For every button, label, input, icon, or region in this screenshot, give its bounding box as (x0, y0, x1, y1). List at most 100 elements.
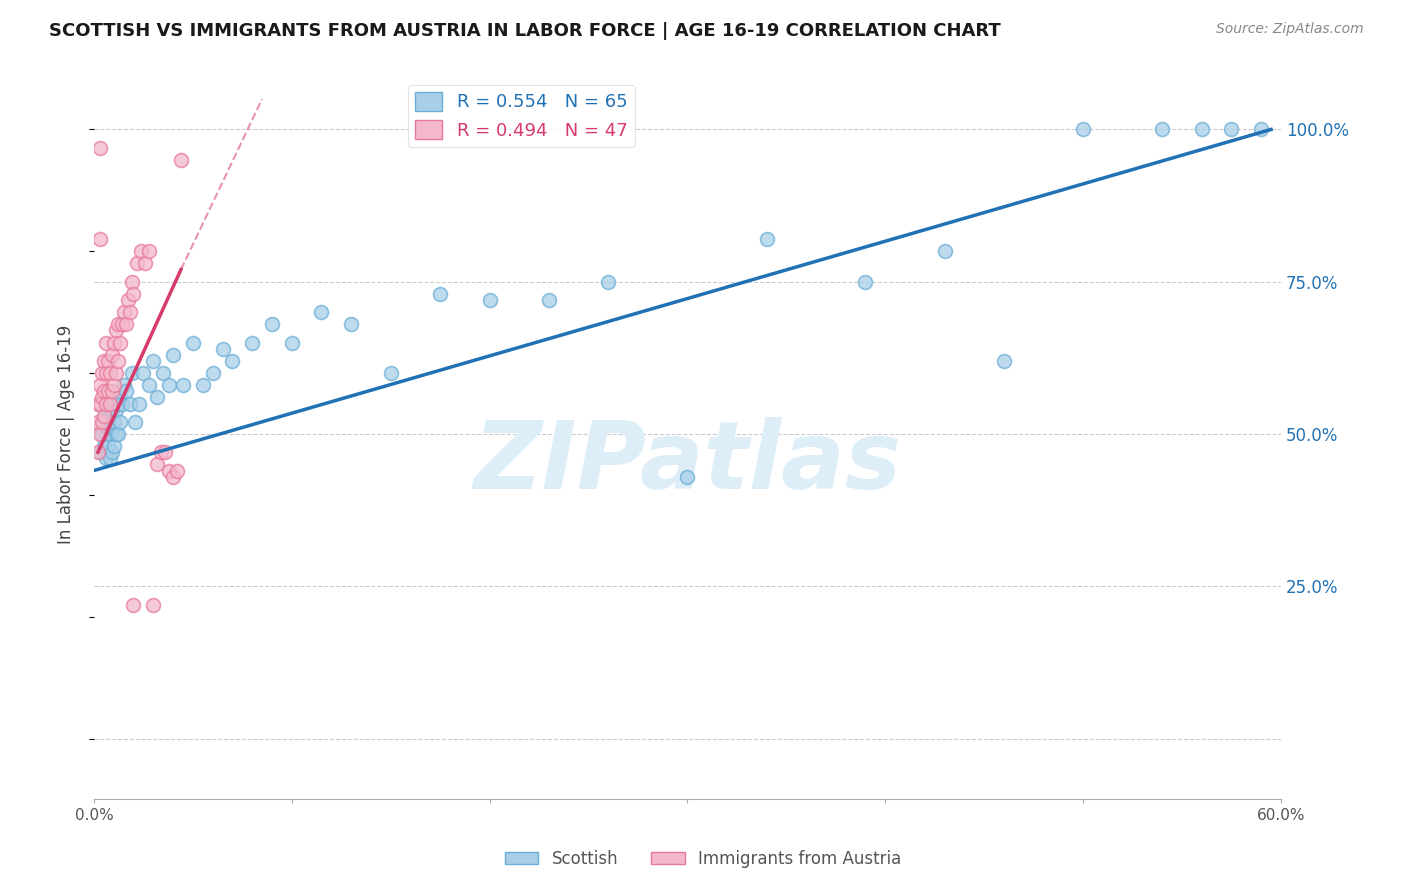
Point (107, 427, 129, 442)
Point (112, 378, 135, 392)
Point (1220, 122, 1243, 136)
Point (170, 153, 193, 167)
Point (201, 366, 224, 380)
Point (122, 598, 145, 612)
Point (128, 396, 150, 410)
Point (138, 378, 160, 392)
Point (111, 318, 134, 332)
Point (131, 244, 153, 259)
Text: Source: ZipAtlas.com: Source: ZipAtlas.com (1216, 22, 1364, 37)
Point (97, 384, 120, 399)
Legend: R = 0.554   N = 65, R = 0.494   N = 47: R = 0.554 N = 65, R = 0.494 N = 47 (408, 85, 634, 147)
Point (104, 427, 127, 442)
Point (98, 451, 121, 466)
Point (380, 366, 402, 380)
Point (172, 378, 194, 392)
Point (153, 445, 176, 459)
Point (142, 598, 165, 612)
Point (98, 366, 121, 380)
Point (112, 305, 135, 319)
Point (134, 256, 156, 270)
Point (1071, 122, 1094, 136)
Point (598, 275, 620, 289)
Point (117, 293, 139, 307)
Point (100, 421, 122, 435)
Point (166, 464, 188, 478)
Point (855, 275, 877, 289)
Point (94, 451, 117, 466)
Point (89, 427, 111, 442)
Point (142, 354, 165, 368)
Point (111, 396, 134, 410)
Point (94, 335, 117, 350)
Point (93, 354, 115, 368)
Point (94, 409, 117, 423)
Point (162, 348, 184, 362)
Point (100, 402, 122, 417)
Point (162, 469, 184, 483)
Y-axis label: In Labor Force | Age 16-19: In Labor Force | Age 16-19 (58, 325, 75, 543)
Point (221, 354, 243, 368)
Legend: Scottish, Immigrants from Austria: Scottish, Immigrants from Austria (498, 844, 908, 875)
Point (104, 366, 127, 380)
Point (311, 305, 333, 319)
Point (108, 391, 131, 405)
Point (103, 415, 125, 429)
Point (107, 318, 129, 332)
Point (93, 415, 115, 429)
Point (281, 335, 304, 350)
Point (108, 415, 131, 429)
Text: ZIPatlas: ZIPatlas (474, 417, 901, 509)
Point (100, 445, 122, 459)
Point (146, 458, 169, 472)
Point (107, 354, 129, 368)
Point (118, 305, 141, 319)
Point (157, 378, 180, 392)
Text: SCOTTISH VS IMMIGRANTS FROM AUSTRIA IN LABOR FORCE | AGE 16-19 CORRELATION CHART: SCOTTISH VS IMMIGRANTS FROM AUSTRIA IN L… (49, 22, 1001, 40)
Point (211, 342, 233, 356)
Point (124, 415, 146, 429)
Point (90, 366, 112, 380)
Point (157, 464, 180, 478)
Point (114, 384, 136, 399)
Point (94, 396, 117, 410)
Point (97, 421, 120, 435)
Point (98, 396, 121, 410)
Point (104, 323, 127, 337)
Point (94, 366, 117, 380)
Point (121, 275, 143, 289)
Point (152, 366, 174, 380)
Point (150, 445, 173, 459)
Point (93, 439, 115, 453)
Point (94, 427, 117, 442)
Point (97, 354, 120, 368)
Point (181, 335, 204, 350)
Point (89, 232, 111, 246)
Point (93, 409, 115, 423)
Point (103, 396, 125, 410)
Point (122, 286, 145, 301)
Point (103, 439, 125, 453)
Point (89, 141, 111, 155)
Point (90, 415, 112, 429)
Point (97, 439, 120, 453)
Point (934, 244, 956, 259)
Point (108, 335, 131, 350)
Point (240, 335, 263, 350)
Point (478, 293, 501, 307)
Point (97, 402, 120, 417)
Point (1191, 122, 1213, 136)
Point (676, 469, 699, 483)
Point (103, 378, 125, 392)
Point (755, 232, 778, 246)
Point (191, 378, 214, 392)
Point (89, 396, 111, 410)
Point (98, 409, 121, 423)
Point (1250, 122, 1272, 136)
Point (993, 354, 1015, 368)
Point (90, 427, 112, 442)
Point (89, 445, 111, 459)
Point (89, 378, 111, 392)
Point (104, 402, 127, 417)
Point (121, 366, 143, 380)
